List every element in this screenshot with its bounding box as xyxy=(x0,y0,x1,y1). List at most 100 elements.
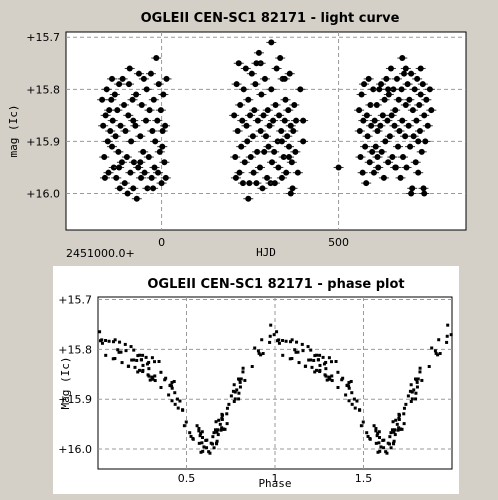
light-curve-point xyxy=(408,133,419,140)
phase-point xyxy=(212,446,216,450)
light-curve-x-offset-label: 2451000.0+ xyxy=(66,247,135,260)
data-point-marker xyxy=(278,174,285,181)
light-curve-point xyxy=(333,164,344,171)
phase-point xyxy=(402,412,406,416)
phase-point xyxy=(197,441,201,445)
light-curve-point xyxy=(377,112,388,119)
light-curve-point xyxy=(236,143,247,150)
data-point-marker xyxy=(408,190,415,197)
phase-point xyxy=(233,397,237,401)
phase-point xyxy=(372,424,376,428)
light-curve-point xyxy=(270,101,281,108)
phase-point xyxy=(218,422,222,426)
data-point-marker xyxy=(137,133,144,140)
light-curve-point xyxy=(269,180,280,187)
phase-point xyxy=(409,399,413,403)
phase-point xyxy=(123,342,127,346)
data-point-marker xyxy=(378,81,385,88)
light-curve-point xyxy=(367,148,378,155)
phase-point xyxy=(217,418,221,422)
data-point-marker xyxy=(407,143,414,150)
light-curve-point xyxy=(131,91,142,98)
phase-point xyxy=(352,397,356,401)
data-point-marker xyxy=(281,75,288,82)
phase-point xyxy=(215,439,219,443)
light-curve-point xyxy=(389,122,400,129)
light-curve-point xyxy=(101,86,112,93)
phase-point xyxy=(434,351,438,355)
data-point-marker xyxy=(239,180,246,187)
light-curve-ytick-label: +15.7 xyxy=(26,31,60,44)
data-point-marker xyxy=(287,190,294,197)
phase-point xyxy=(340,378,344,382)
data-point-marker xyxy=(413,117,420,124)
light-curve-point xyxy=(136,101,147,108)
data-point-marker xyxy=(233,81,240,88)
phase-point xyxy=(377,441,381,445)
data-point-marker xyxy=(358,91,365,98)
data-point-marker xyxy=(101,174,108,181)
phase-point xyxy=(147,360,151,364)
light-curve-point xyxy=(131,195,142,202)
data-point-marker xyxy=(278,128,285,134)
light-curve-point xyxy=(368,169,379,176)
phase-point xyxy=(139,358,143,362)
data-point-marker xyxy=(245,96,252,103)
light-curve-point xyxy=(251,180,262,187)
data-point-marker xyxy=(163,75,170,82)
data-point-marker xyxy=(105,169,112,176)
data-point-marker xyxy=(133,91,140,98)
light-curve-point xyxy=(160,174,171,181)
phase-plot-ytick-label: +15.8 xyxy=(58,343,92,356)
data-point-marker xyxy=(374,128,381,134)
phase-point xyxy=(414,397,418,401)
data-point-marker xyxy=(135,70,142,77)
phase-point xyxy=(368,437,372,441)
phase-point xyxy=(390,428,394,432)
phase-point xyxy=(225,406,229,410)
data-point-marker xyxy=(115,148,122,155)
light-curve-point xyxy=(232,128,243,134)
light-curve-point xyxy=(153,81,164,88)
phase-point xyxy=(392,442,396,446)
phase-point xyxy=(324,360,328,364)
light-curve-point xyxy=(253,49,264,56)
light-curve-point xyxy=(119,101,130,108)
phase-point xyxy=(159,385,163,389)
light-curve-point xyxy=(251,60,262,67)
phase-point xyxy=(297,361,301,365)
light-curve-point xyxy=(298,138,309,145)
light-curve-point xyxy=(292,169,303,176)
data-point-marker xyxy=(132,122,139,129)
data-point-marker xyxy=(128,138,135,145)
phase-point xyxy=(345,384,349,388)
phase-point xyxy=(219,428,223,432)
data-point-marker xyxy=(109,75,116,82)
phase-point xyxy=(328,377,332,381)
light-curve-point xyxy=(393,143,404,150)
phase-point xyxy=(398,413,402,417)
phase-point xyxy=(400,427,404,431)
phase-point xyxy=(118,340,122,344)
light-curve-point xyxy=(271,65,282,72)
light-curve-point xyxy=(279,117,290,124)
light-curve-point xyxy=(284,70,295,77)
phase-point xyxy=(191,437,195,441)
light-curve-point xyxy=(376,148,387,155)
light-curve-point xyxy=(374,86,385,93)
phase-point xyxy=(148,378,152,382)
data-point-marker xyxy=(133,195,140,202)
data-point-marker xyxy=(268,39,275,46)
light-curve-point xyxy=(417,81,428,88)
phase-point xyxy=(260,338,264,342)
phase-point xyxy=(386,441,390,445)
light-curve-point xyxy=(275,55,286,62)
light-curve-point xyxy=(394,128,405,134)
data-point-marker xyxy=(130,159,137,166)
light-curve-point xyxy=(397,117,408,124)
light-curve-point xyxy=(141,86,152,93)
light-curve-point xyxy=(112,107,123,114)
data-point-marker xyxy=(357,154,364,161)
phase-point xyxy=(334,359,338,363)
data-point-marker xyxy=(104,138,111,145)
